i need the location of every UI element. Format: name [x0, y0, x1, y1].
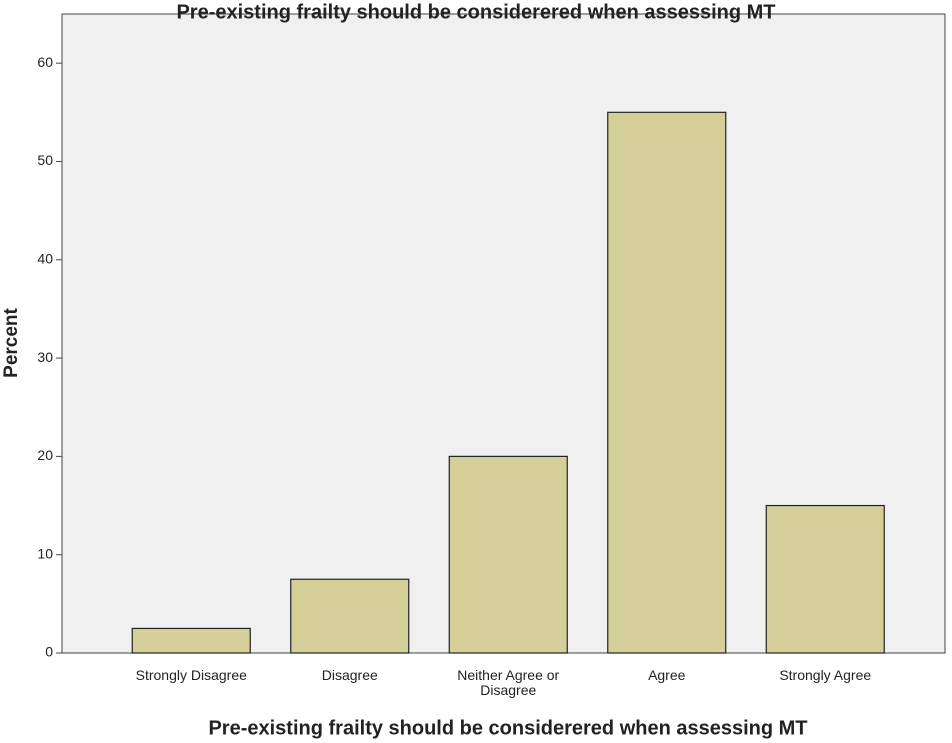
x-axis-title: Pre-existing frailty should be considere…: [208, 717, 807, 739]
y-tick-label: 30: [37, 349, 53, 365]
x-tick-label: Strongly Disagree: [135, 667, 247, 683]
y-tick-label: 20: [37, 447, 53, 463]
y-tick-label: 50: [37, 152, 53, 168]
y-tick-label: 10: [37, 545, 53, 561]
bar: [131, 627, 251, 654]
x-tick-label: Neither Agree or Disagree: [457, 667, 560, 698]
y-tick-label: 0: [45, 644, 53, 660]
bar: [607, 111, 727, 654]
bar: [448, 455, 568, 654]
y-tick-label: 40: [37, 250, 53, 266]
chart-title: Pre-existing frailty should be considere…: [176, 1, 775, 23]
y-axis-title: Percent: [1, 307, 22, 377]
bar: [290, 578, 410, 654]
y-tick-label: 60: [37, 54, 53, 70]
x-tick-label: Strongly Agree: [779, 667, 872, 683]
x-tick-label: Agree: [648, 667, 686, 683]
x-tick-label: Disagree: [321, 667, 378, 683]
bar: [765, 504, 885, 654]
